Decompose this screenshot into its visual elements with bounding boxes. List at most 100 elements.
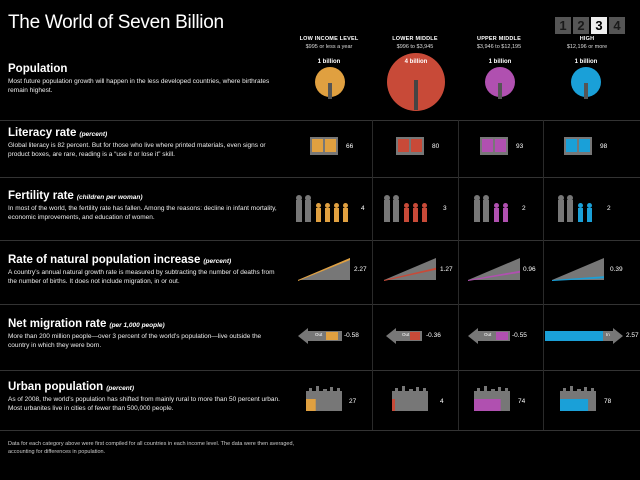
literacy-value: 98 (600, 143, 608, 150)
column-separator (372, 120, 373, 430)
population-circle (315, 67, 345, 97)
page-2-button[interactable]: 2 (573, 17, 589, 34)
heading-unit: (percent) (79, 131, 108, 138)
migration-section: Net migration rate (per 1,000 people) Mor… (8, 318, 283, 350)
migration-out-label: Out (402, 332, 410, 337)
person-icon (328, 83, 332, 99)
section-description: Most future population growth will happe… (8, 78, 270, 94)
heading-unit: (children per woman) (76, 194, 143, 201)
population-label: 4 billion (404, 59, 428, 65)
urban-fill (474, 399, 501, 411)
column-header-lower-middle: LOWER MIDDLE $996 to $3,945 (372, 35, 458, 51)
section-description: Global literacy is 82 percent. But for t… (8, 142, 266, 158)
divider (0, 177, 640, 178)
column-separator (543, 120, 544, 430)
section-description: A country’s annual natural growth rate i… (8, 269, 275, 285)
page-1-button[interactable]: 1 (555, 17, 571, 34)
divider (0, 430, 640, 431)
heading-text: Net migration rate (8, 318, 107, 330)
migration-in-label: In (606, 332, 610, 337)
fertility-section: Fertility rate (children per woman) In mo… (8, 190, 283, 222)
family-icon-high (558, 195, 592, 222)
literacy-section: Literacy rate (percent) Global literacy i… (8, 127, 283, 159)
increase-wedge-bg (552, 258, 604, 280)
population-circle (485, 67, 515, 97)
urban-value: 4 (440, 398, 444, 405)
increase-wedge-bg (384, 258, 436, 280)
migration-value: -0.36 (426, 332, 441, 339)
urban-fill (392, 399, 395, 411)
page-4-button[interactable]: 4 (609, 17, 625, 34)
population-circle-low (315, 67, 345, 99)
section-description: More than 200 million people—over 3 perc… (8, 333, 262, 349)
city-skyline-icon (392, 386, 428, 411)
section-heading: Net migration rate (per 1,000 people) (8, 318, 283, 330)
population-circle (571, 67, 601, 97)
increase-wedge (384, 267, 436, 281)
person-icon (498, 83, 502, 99)
page-3-button[interactable]: 3 (591, 17, 607, 34)
heading-unit: (percent) (203, 258, 232, 265)
migration-in-arrow (545, 328, 623, 344)
pager: 1 2 3 4 (555, 17, 625, 34)
migration-value: -0.58 (344, 332, 359, 339)
column-title: UPPER MIDDLE (477, 36, 521, 42)
population-section: Population Most future population growth… (8, 63, 283, 95)
section-heading: Fertility rate (children per woman) (8, 190, 283, 202)
heading-unit: (per 1,000 people) (109, 322, 165, 329)
increase-value: 0.39 (610, 266, 623, 273)
population-label: 1 billion (574, 59, 598, 65)
heading-text: Rate of natural population increase (8, 254, 201, 266)
family-icon-upper-middle (474, 195, 508, 222)
section-description: In most of the world, the fertility rate… (8, 205, 277, 221)
increase-section: Rate of natural population increase (perc… (8, 254, 283, 286)
increase-wedge (468, 270, 520, 281)
increase-value: 0.96 (523, 266, 536, 273)
literacy-value: 66 (346, 143, 354, 150)
book-icon (480, 137, 508, 155)
book-icon (564, 137, 592, 155)
migration-value: 2.57 (626, 332, 639, 339)
divider (0, 120, 640, 121)
urban-value: 27 (349, 398, 357, 405)
urban-skylines (306, 386, 596, 411)
fertility-value: 2 (522, 205, 526, 212)
fertility-value: 2 (607, 205, 611, 212)
footnote: Data for each category above were first … (8, 441, 295, 455)
population-label: 1 billion (317, 59, 341, 65)
section-description: As of 2008, the world’s population has s… (8, 396, 280, 412)
migration-out-arrow (386, 328, 422, 344)
section-heading: Urban population (percent) (8, 381, 283, 393)
column-header-upper-middle: UPPER MIDDLE $3,946 to $12,195 (456, 35, 542, 51)
column-title: LOW INCOME LEVEL (299, 36, 359, 42)
urban-value: 78 (604, 398, 612, 405)
urban-value: 74 (518, 398, 526, 405)
population-circle-lower-middle (387, 53, 445, 111)
fertility-value: 4 (361, 205, 365, 212)
heading-text: Urban population (8, 381, 104, 393)
family-icon-lower-middle (384, 195, 427, 222)
increase-value: 1.27 (440, 266, 453, 273)
section-heading: Literacy rate (percent) (8, 127, 283, 139)
divider (0, 304, 640, 305)
family-icon-low (296, 195, 348, 222)
column-separator (458, 120, 459, 430)
migration-out-label: Out (315, 332, 323, 337)
column-header-low: LOW INCOME LEVEL $995 or less a year (286, 35, 372, 51)
book-icon (396, 137, 424, 155)
heading-text: Literacy rate (8, 127, 77, 139)
fertility-value: 3 (443, 205, 447, 212)
migration-out-label: Out (484, 332, 492, 337)
urban-section: Urban population (percent) As of 2008, th… (8, 381, 283, 413)
column-title: LOWER MIDDLE (392, 36, 438, 42)
section-heading: Rate of natural population increase (perc… (8, 254, 283, 266)
population-circle-upper-middle (485, 67, 515, 99)
literacy-value: 93 (516, 143, 524, 150)
migration-value: -0.55 (512, 332, 527, 339)
increase-wedge (552, 276, 604, 281)
column-title: HIGH (579, 36, 595, 42)
person-icon (584, 83, 588, 99)
person-icon (414, 80, 418, 110)
urban-fill (306, 399, 316, 411)
increase-wedge (298, 258, 350, 281)
